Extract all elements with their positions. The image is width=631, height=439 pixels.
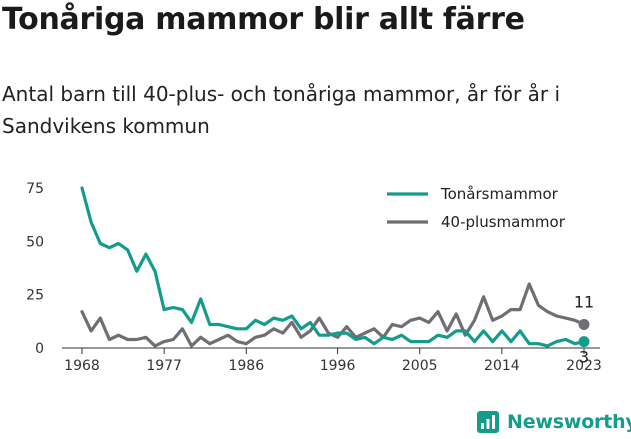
chart-title: Tonåriga mammor blir allt färre <box>2 2 525 37</box>
brand: Newsworthy <box>476 407 631 437</box>
series-line-tonarsmammor <box>80 186 586 348</box>
legend-label: 40-plusmammor <box>441 213 566 231</box>
y-tick-label: 50 <box>26 234 44 250</box>
legend: Tonårsmammor 40-plusmammor <box>387 185 566 231</box>
legend-label: Tonårsmammor <box>440 185 559 203</box>
x-axis: 1968 1977 1986 1996 2005 2014 2023 <box>62 347 602 374</box>
series-layer: 3 11 <box>80 186 594 367</box>
series-end-point <box>578 336 590 348</box>
brand-name: Newsworthy <box>507 411 631 433</box>
series-end-label: 3 <box>579 348 589 367</box>
y-axis: 0 25 50 75 <box>26 181 44 357</box>
y-tick-label: 75 <box>26 181 44 197</box>
series-end-label: 11 <box>574 293 594 312</box>
y-tick-label: 0 <box>35 341 44 357</box>
x-tick-label: 1977 <box>146 358 182 374</box>
y-tick-label: 25 <box>26 288 44 304</box>
x-tick-label: 1986 <box>228 358 264 374</box>
x-tick-label: 1968 <box>64 358 100 374</box>
x-tick-label: 1996 <box>320 358 356 374</box>
newsworthy-logo-icon <box>477 411 499 433</box>
series-end-point <box>578 319 590 331</box>
x-tick-label: 2014 <box>484 358 520 374</box>
x-tick-label: 2023 <box>566 358 602 374</box>
chart-subtitle: Antal barn till 40-plus- och tonåriga ma… <box>2 82 561 138</box>
x-tick-label: 2005 <box>402 358 438 374</box>
